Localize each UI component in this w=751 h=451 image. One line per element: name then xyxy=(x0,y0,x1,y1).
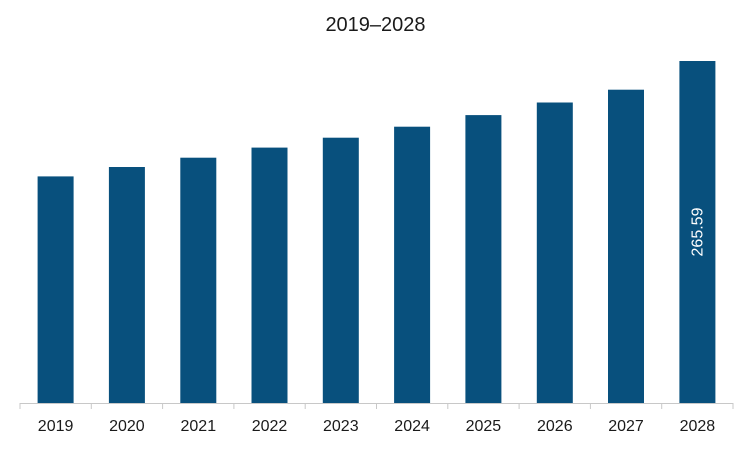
bar-2027 xyxy=(608,89,644,403)
x-tick-label-2019: 2019 xyxy=(38,418,74,435)
data-label-2028: 265.59 xyxy=(690,207,707,256)
x-tick-label-2024: 2024 xyxy=(394,418,430,435)
bar-2028 xyxy=(679,61,716,403)
x-tick-label-2021: 2021 xyxy=(181,418,217,435)
bars-group xyxy=(37,61,716,403)
x-tick-label-2028: 2028 xyxy=(680,418,716,435)
x-tick-label-2026: 2026 xyxy=(537,418,573,435)
bar-2025 xyxy=(465,115,502,403)
x-tick-label-2027: 2027 xyxy=(608,418,644,435)
x-tick-label-2022: 2022 xyxy=(252,418,288,435)
x-tick-label-2023: 2023 xyxy=(323,418,359,435)
chart-title: 2019–2028 xyxy=(325,14,426,36)
x-tick-label-2025: 2025 xyxy=(466,418,502,435)
bar-2026 xyxy=(536,102,573,403)
bar-2022 xyxy=(251,147,288,403)
bar-2023 xyxy=(322,137,359,403)
bar-2021 xyxy=(180,157,217,403)
labels-group: 2019 2020 2021 2022 2023 2024 2025 2026 2027 2028… xyxy=(38,207,715,435)
bar-2020 xyxy=(108,167,145,403)
bar-2019 xyxy=(37,176,74,403)
x-axis xyxy=(19,403,734,409)
x-tick-label-2020: 2020 xyxy=(109,418,145,435)
bar-2024 xyxy=(394,126,431,403)
